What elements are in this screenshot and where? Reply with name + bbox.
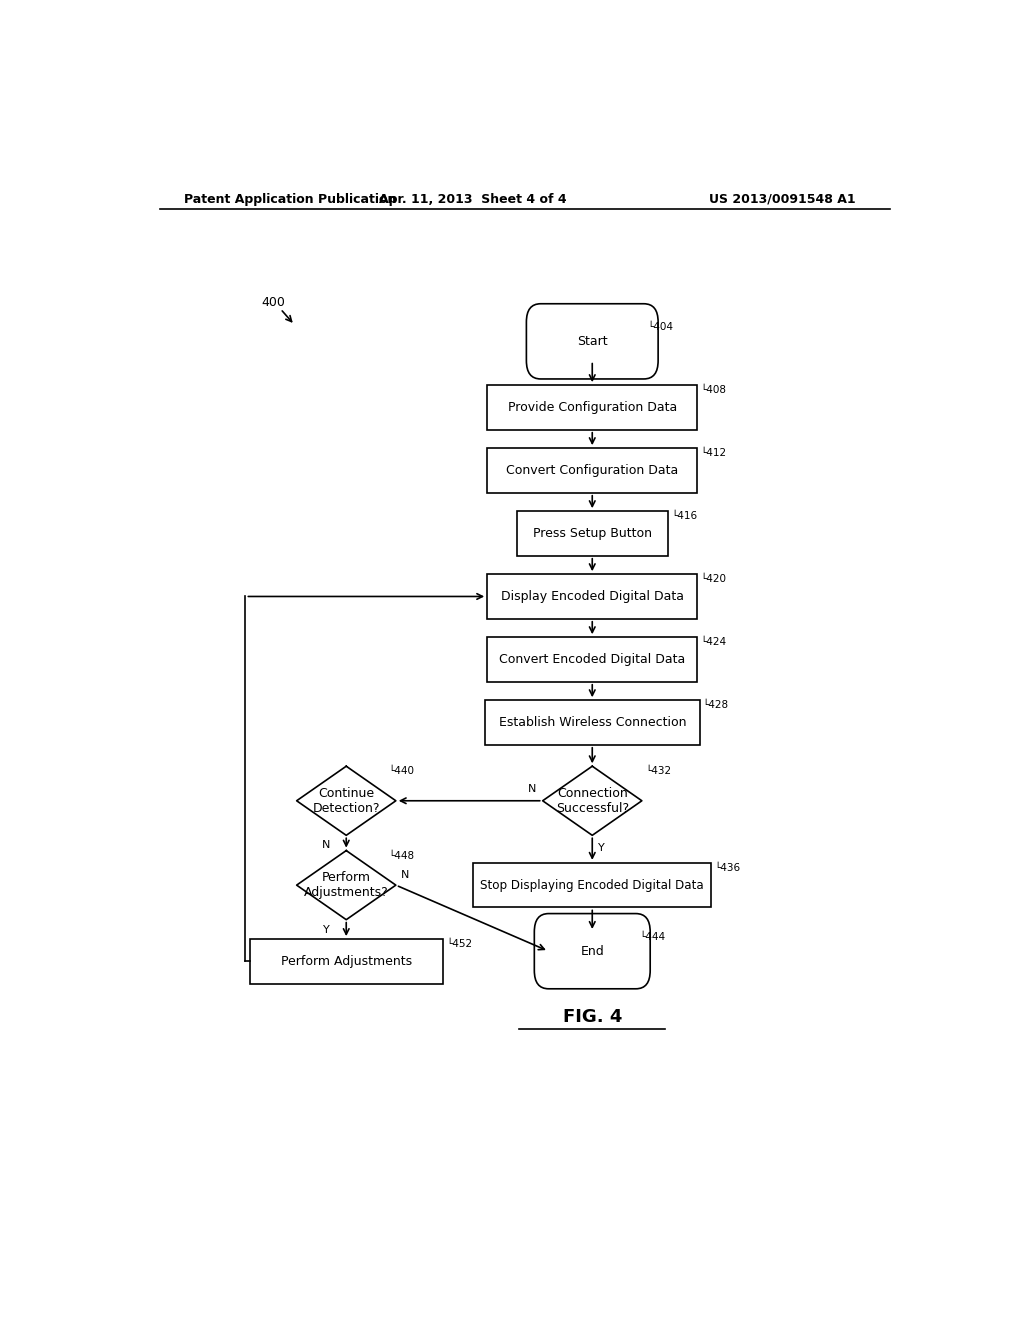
Text: └452: └452 xyxy=(446,939,472,949)
Text: FIG. 4: FIG. 4 xyxy=(562,1008,622,1026)
Text: Convert Encoded Digital Data: Convert Encoded Digital Data xyxy=(499,653,685,667)
FancyBboxPatch shape xyxy=(473,863,711,907)
FancyBboxPatch shape xyxy=(250,939,443,983)
FancyBboxPatch shape xyxy=(487,574,697,619)
Text: Y: Y xyxy=(323,925,330,935)
Text: Y: Y xyxy=(598,843,605,854)
Text: Perform Adjustments: Perform Adjustments xyxy=(281,954,412,968)
Text: └440: └440 xyxy=(388,766,414,776)
FancyBboxPatch shape xyxy=(485,700,699,744)
FancyBboxPatch shape xyxy=(487,638,697,682)
FancyBboxPatch shape xyxy=(487,385,697,430)
Text: └416: └416 xyxy=(671,511,697,521)
FancyBboxPatch shape xyxy=(526,304,658,379)
FancyBboxPatch shape xyxy=(487,447,697,492)
Text: Patent Application Publication: Patent Application Publication xyxy=(183,193,396,206)
Text: Perform
Adjustments?: Perform Adjustments? xyxy=(304,871,389,899)
Text: Establish Wireless Connection: Establish Wireless Connection xyxy=(499,715,686,729)
Text: 400: 400 xyxy=(261,296,286,309)
Polygon shape xyxy=(297,766,396,836)
Text: Start: Start xyxy=(577,335,607,348)
Text: Provide Configuration Data: Provide Configuration Data xyxy=(508,401,677,414)
Text: └408: └408 xyxy=(700,385,727,395)
Text: Press Setup Button: Press Setup Button xyxy=(532,527,651,540)
FancyBboxPatch shape xyxy=(535,913,650,989)
Text: └420: └420 xyxy=(700,574,727,585)
Text: Display Encoded Digital Data: Display Encoded Digital Data xyxy=(501,590,684,603)
Text: └412: └412 xyxy=(700,447,727,458)
Polygon shape xyxy=(297,850,396,920)
Text: └448: └448 xyxy=(388,850,414,861)
Text: └428: └428 xyxy=(702,700,729,710)
Text: └424: └424 xyxy=(700,638,727,647)
Text: └444: └444 xyxy=(639,932,666,942)
Text: └432: └432 xyxy=(645,766,671,776)
Text: Connection
Successful?: Connection Successful? xyxy=(556,787,629,814)
Text: Apr. 11, 2013  Sheet 4 of 4: Apr. 11, 2013 Sheet 4 of 4 xyxy=(380,193,567,206)
Text: US 2013/0091548 A1: US 2013/0091548 A1 xyxy=(710,193,856,206)
Text: N: N xyxy=(400,870,409,880)
FancyBboxPatch shape xyxy=(516,511,668,556)
Text: Convert Configuration Data: Convert Configuration Data xyxy=(506,463,678,477)
Text: N: N xyxy=(323,841,331,850)
Text: Continue
Detection?: Continue Detection? xyxy=(312,787,380,814)
Text: N: N xyxy=(528,784,537,793)
Text: End: End xyxy=(581,945,604,958)
Polygon shape xyxy=(543,766,642,836)
Text: └404: └404 xyxy=(647,322,673,333)
Text: Stop Displaying Encoded Digital Data: Stop Displaying Encoded Digital Data xyxy=(480,879,705,891)
Text: └436: └436 xyxy=(715,863,740,873)
